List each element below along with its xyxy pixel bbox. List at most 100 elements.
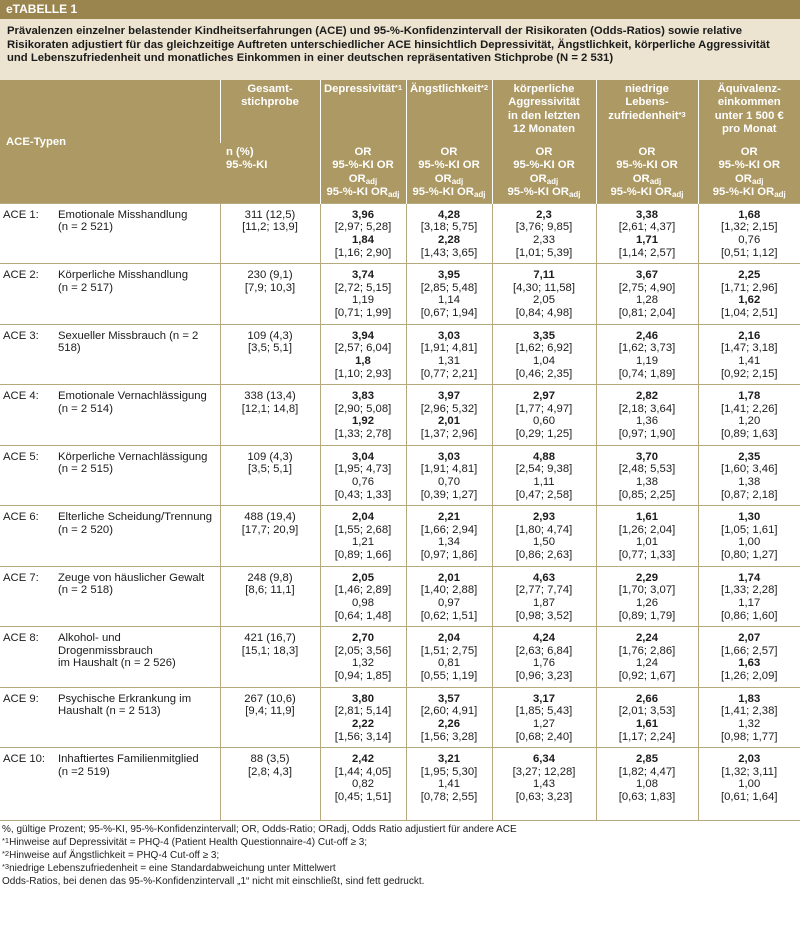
header-line: körperliche bbox=[513, 83, 575, 95]
or-cell: 7,11 [4,30; 11,58] 2,05 [0,84; 4,98] bbox=[491, 263, 596, 324]
prevalence-ci: [11,2; 13,9] bbox=[242, 221, 298, 234]
header-stat-labels: OR 95-%-KI OR ORadj 95-%-KI ORadj bbox=[405, 143, 492, 203]
stat-ki-adj-base: 95-%-KI OR bbox=[712, 186, 775, 199]
or-adj-value: 2,22 bbox=[352, 717, 374, 730]
ace-id: ACE 2: bbox=[3, 269, 39, 281]
or-value: 2,01 bbox=[438, 571, 460, 584]
or-ci: [1,33; 2,28] bbox=[720, 584, 778, 597]
ace-n: (n = 2 518) bbox=[58, 584, 113, 597]
or-cell: 3,35 [1,62; 6,92] 1,04 [0,46; 2,35] bbox=[491, 323, 596, 385]
ace-type-wrap: ACE 4: Emotionale Vernachlässigung (n = 2 … bbox=[3, 390, 218, 415]
ace-n: (n = 2 514) bbox=[58, 402, 113, 415]
prevalence-ci: [2,8; 4,3] bbox=[248, 765, 292, 778]
or-adj-value: 1,21 bbox=[352, 536, 374, 549]
or-value: 2,82 bbox=[636, 390, 658, 402]
or-cell: 1,61 [1,26; 2,04] 1,01 [0,77; 1,33] bbox=[595, 505, 698, 566]
or-cell: 2,42 [1,44; 4,05] 0,82 [0,45; 1,51] bbox=[319, 747, 406, 821]
or-cell: 2,35 [1,60; 3,46] 1,38 [0,87; 2,18] bbox=[697, 444, 800, 506]
or-ci: [1,91; 4,81] bbox=[420, 342, 478, 355]
ace-type-cell: ACE 7: Zeuge von häuslicher Gewalt (n = 2 … bbox=[0, 565, 220, 627]
or-ci: [3,27; 12,28] bbox=[512, 765, 576, 778]
footnote-mark: *2 bbox=[2, 849, 10, 858]
ace-name: Körperliche Vernachlässigung bbox=[58, 450, 208, 463]
stat-adj-sub: adj bbox=[473, 190, 486, 200]
or-ci: [1,40; 2,88] bbox=[420, 584, 478, 597]
or-cell: 4,63 [2,77; 7,74] 1,87 [0,98; 3,52] bbox=[491, 565, 596, 627]
header-line: 12 Monaten bbox=[512, 123, 576, 136]
or-value: 3,21 bbox=[438, 753, 460, 765]
stat-adj-sub: adj bbox=[774, 190, 786, 200]
or-value: 2,70 bbox=[352, 632, 374, 644]
footnote-line: *3niedrige Lebenszufriedenheit = eine St… bbox=[2, 862, 800, 875]
header-aggressivitaet: körperliche Aggressivität in den letzten 12… bbox=[491, 80, 596, 143]
ace-name: Psychische Erkrankung im bbox=[58, 692, 192, 705]
ace-type-cell: ACE 4: Emotionale Vernachlässigung (n = 2 … bbox=[0, 384, 220, 445]
or-value: 2,07 bbox=[738, 632, 761, 644]
or-value: 2,46 bbox=[636, 329, 658, 342]
ace-type-cell: ACE 1: Emotionale Misshandlung (n = 2 521) bbox=[0, 202, 220, 264]
or-value: 4,63 bbox=[533, 571, 555, 584]
prevalence-ci: [12,1; 14,8] bbox=[241, 402, 299, 415]
prevalence-value: 230 (9,1) bbox=[247, 269, 293, 281]
or-adj-ci: [0,97; 1,86] bbox=[420, 549, 478, 562]
header-einkommen: Äquivalenz-einkommen unter 1 500 € pro Mon… bbox=[697, 80, 800, 143]
or-cell: 1,83 [1,41; 2,38] 1,32 [0,98; 1,77] bbox=[697, 686, 800, 748]
stat-ki-or: 95-%-KI OR bbox=[418, 159, 480, 172]
or-adj-value: 0,97 bbox=[438, 596, 460, 609]
or-ci: [1,70; 3,07] bbox=[618, 584, 676, 597]
or-cell: 2,93 [1,80; 4,74] 1,50 [0,86; 2,63] bbox=[491, 505, 596, 566]
or-ci: [1,41; 2,38] bbox=[720, 705, 778, 718]
or-value: 6,34 bbox=[533, 753, 555, 765]
or-ci: [2,97; 5,28] bbox=[334, 221, 392, 234]
stat-adj-sub: adj bbox=[671, 190, 684, 200]
or-ci: [2,01; 3,53] bbox=[618, 705, 676, 718]
or-ci: [2,18; 3,64] bbox=[618, 402, 676, 415]
or-cell: 1,78 [1,41; 2,26] 1,20 [0,89; 1,63] bbox=[697, 384, 800, 445]
or-adj-ci: [1,37; 2,96] bbox=[420, 428, 478, 441]
or-adj-value: 2,28 bbox=[438, 233, 460, 246]
or-adj-ci: [0,96; 3,23] bbox=[515, 670, 573, 683]
or-adj-value: 1,19 bbox=[352, 294, 374, 307]
header-ace-typen: ACE-Typen bbox=[0, 80, 220, 203]
ace-type-wrap: ACE 8: Alkohol- und Drogenmissbrauch im Ha… bbox=[3, 632, 218, 670]
or-adj-ci: [0,86; 2,63] bbox=[515, 549, 573, 562]
or-ci: [2,05; 3,56] bbox=[334, 644, 392, 657]
or-adj-value: 1,20 bbox=[738, 415, 761, 428]
table-row: ACE 6: Elterliche Scheidung/Trennung (n = … bbox=[0, 505, 800, 566]
ace-type-cell: ACE 9: Psychische Erkrankung im Haushalt (… bbox=[0, 686, 220, 748]
or-cell: 2,04 [1,51; 2,75] 0,81 [0,55; 1,19] bbox=[405, 626, 492, 687]
ace-name-block: Alkohol- und Drogenmissbrauch im Haushalt… bbox=[58, 632, 218, 670]
prevalence-cell: 109 (4,3) [3,5; 5,1] bbox=[219, 444, 320, 506]
or-value: 2,42 bbox=[352, 753, 374, 765]
ace-type-wrap: ACE 7: Zeuge von häuslicher Gewalt (n = 2 … bbox=[3, 572, 218, 597]
stat-or-adj-base: OR bbox=[434, 172, 452, 185]
stat-adj-sub: adj bbox=[387, 190, 400, 200]
or-adj-value: 1,87 bbox=[533, 596, 555, 609]
or-adj-value: 2,01 bbox=[438, 415, 460, 428]
header-stat-labels: OR 95-%-KI OR ORadj 95-%-KI ORadj bbox=[491, 143, 596, 203]
ace-type-wrap: ACE 9: Psychische Erkrankung im Haushalt (… bbox=[3, 693, 218, 718]
or-adj-value: 2,26 bbox=[438, 717, 460, 730]
ace-id: ACE 5: bbox=[3, 450, 39, 463]
or-adj-value: 1,34 bbox=[438, 536, 460, 549]
or-adj-ci: [0,89; 1,79] bbox=[618, 609, 676, 622]
or-adj-ci: [0,80; 1,27] bbox=[720, 549, 778, 562]
or-adj-value: 1,14 bbox=[438, 294, 460, 307]
or-adj-ci: [0,81; 2,04] bbox=[618, 307, 676, 320]
or-adj-ci: [1,26; 2,09] bbox=[720, 670, 778, 683]
or-value: 2,03 bbox=[738, 753, 761, 765]
header-line: Äquivalenz- bbox=[717, 83, 781, 95]
ace-n: (n = 2 517) bbox=[58, 281, 113, 294]
stat-adj-sub: adj bbox=[451, 176, 464, 186]
or-adj-ci: [0,71; 1,99] bbox=[334, 307, 392, 320]
or-adj-ci: [1,56; 3,14] bbox=[334, 730, 392, 743]
prevalence-cell: 421 (16,7) [15,1; 18,3] bbox=[219, 626, 320, 687]
header-line: Lebens- bbox=[625, 96, 669, 109]
prevalence-cell: 338 (13,4) [12,1; 14,8] bbox=[219, 384, 320, 445]
ace-type-cell: ACE 10: Inhaftiertes Familienmitglied (n =… bbox=[0, 747, 220, 821]
header-line: stichprobe bbox=[241, 96, 299, 109]
or-value: 2,66 bbox=[636, 692, 658, 705]
stat-adj-sub: adj bbox=[568, 190, 581, 200]
ace-type-wrap: ACE 1: Emotionale Misshandlung (n = 2 521) bbox=[3, 209, 218, 234]
or-cell: 3,17 [1,85; 5,43] 1,27 [0,68; 2,40] bbox=[491, 686, 596, 748]
